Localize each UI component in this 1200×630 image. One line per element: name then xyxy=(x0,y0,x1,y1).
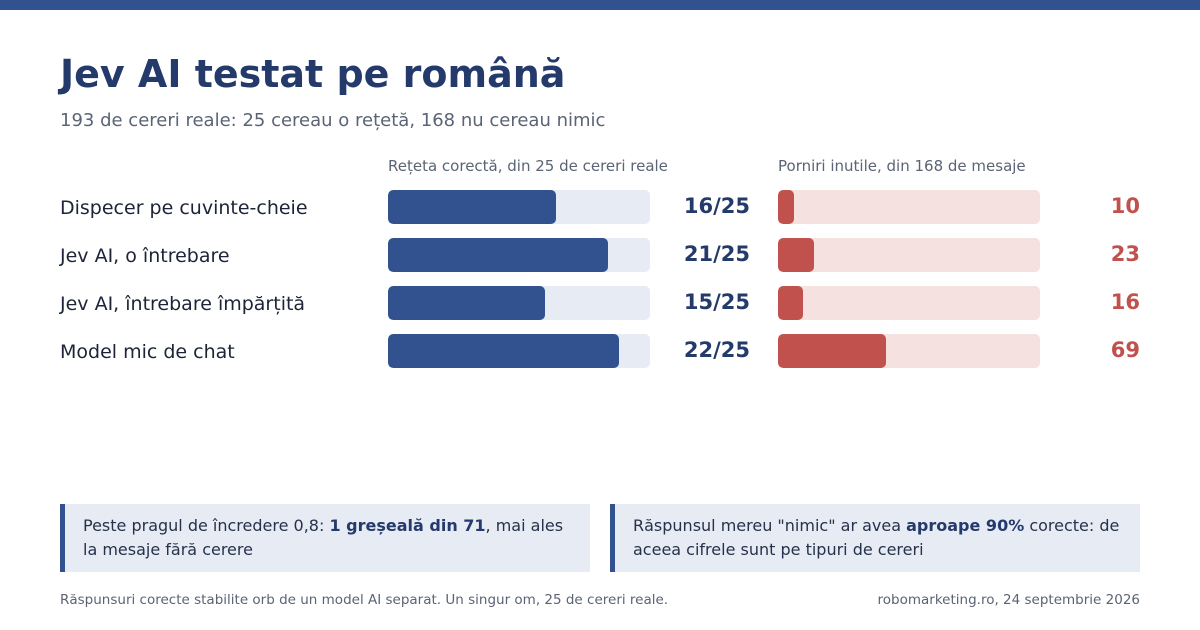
bar-false-trigger xyxy=(778,190,794,224)
page-subtitle: 193 de cereri reale: 25 cereau o rețetă,… xyxy=(60,110,606,131)
top-accent-stripe xyxy=(0,0,1200,10)
note-text: Răspunsul mereu "nimic" ar avea xyxy=(633,516,907,535)
bar-track-correct xyxy=(388,286,650,320)
bar-track-false-trigger xyxy=(778,286,1040,320)
panel-title-correct: Rețeta corectă, din 25 de cereri reale xyxy=(388,157,668,175)
value-label-correct: 15/25 xyxy=(683,290,750,314)
category-label: Dispecer pe cuvinte-cheie xyxy=(60,197,308,219)
page-title: Jev AI testat pe română xyxy=(60,52,566,96)
value-label-false-trigger: 69 xyxy=(1110,338,1140,362)
bar-track-false-trigger xyxy=(778,334,1040,368)
value-label-false-trigger: 16 xyxy=(1110,290,1140,314)
chart-row: Jev AI, o întrebare 21/25 23 xyxy=(0,238,1200,272)
value-label-false-trigger: 10 xyxy=(1110,194,1140,218)
bar-false-trigger xyxy=(778,334,886,368)
bar-false-trigger xyxy=(778,238,814,272)
value-label-correct: 16/25 xyxy=(683,194,750,218)
chart-row: Jev AI, întrebare împărțită 15/25 16 xyxy=(0,286,1200,320)
chart-row: Dispecer pe cuvinte-cheie 16/25 10 xyxy=(0,190,1200,224)
note-confidence: Peste pragul de încredere 0,8: 1 greșeal… xyxy=(60,504,590,572)
note-baseline: Răspunsul mereu "nimic" ar avea aproape … xyxy=(610,504,1140,572)
bar-track-correct xyxy=(388,238,650,272)
bar-track-correct xyxy=(388,334,650,368)
chart-row: Model mic de chat 22/25 69 xyxy=(0,334,1200,368)
bar-track-false-trigger xyxy=(778,190,1040,224)
bar-correct xyxy=(388,190,556,224)
bar-track-false-trigger xyxy=(778,238,1040,272)
value-label-false-trigger: 23 xyxy=(1110,242,1140,266)
category-label: Jev AI, o întrebare xyxy=(60,245,230,267)
bar-correct xyxy=(388,286,545,320)
value-label-correct: 21/25 xyxy=(683,242,750,266)
category-label: Model mic de chat xyxy=(60,341,235,363)
note-highlight: aproape 90% xyxy=(906,516,1025,535)
note-text: corecte: de aceea cifrele sunt pe tipuri… xyxy=(633,516,1120,559)
bar-false-trigger xyxy=(778,286,803,320)
note-text: Peste pragul de încredere 0,8: xyxy=(83,516,330,535)
panel-title-false-triggers: Porniri inutile, din 168 de mesaje xyxy=(778,157,1026,175)
bar-correct xyxy=(388,238,608,272)
note-text: , mai ales la mesaje fără cerere xyxy=(83,516,564,559)
category-label: Jev AI, întrebare împărțită xyxy=(60,293,306,315)
bar-track-correct xyxy=(388,190,650,224)
note-highlight: 1 greșeală din 71 xyxy=(329,516,486,535)
footer-source-date: robomarketing.ro, 24 septembrie 2026 xyxy=(877,592,1140,608)
footer-methodology: Răspunsuri corecte stabilite orb de un m… xyxy=(60,592,669,608)
bar-correct xyxy=(388,334,619,368)
value-label-correct: 22/25 xyxy=(683,338,750,362)
